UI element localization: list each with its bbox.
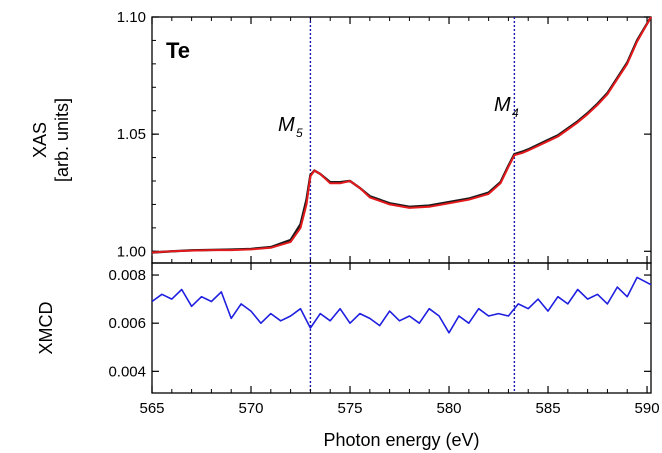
edge-label-M4: M [494, 94, 511, 116]
xtick-label: 580 [437, 400, 462, 417]
panel-label: Te [166, 38, 190, 63]
xas-ylabel: XAS [arb. units] [30, 98, 72, 182]
xtick-label: 575 [338, 400, 363, 417]
xas-ylabel-line: XAS [30, 122, 50, 158]
edge-label-M5: M [278, 114, 295, 136]
xas-ylabel-line: [arb. units] [52, 98, 72, 182]
xtick-label: 565 [139, 400, 164, 417]
xas-ytick-label: 1.05 [117, 126, 146, 143]
xmcd-ytick-label: 0.004 [108, 363, 146, 380]
xas-ytick-label: 1.10 [117, 9, 146, 26]
xmcd-ytick-label: 0.008 [108, 267, 146, 284]
xtick-label: 585 [536, 400, 561, 417]
xas-ytick-label: 1.00 [117, 243, 146, 260]
xas-frame [151, 16, 652, 264]
xtick-label: 590 [635, 400, 660, 417]
xmcd-ylabel: XMCD [36, 302, 56, 355]
xlabel: Photon energy (eV) [323, 430, 479, 450]
xmcd-series-line [151, 276, 652, 334]
edge-label-subscript: 5 [296, 126, 303, 140]
xas-series-line-0 [151, 16, 652, 254]
edge-label-subscript: 4 [512, 106, 519, 120]
xtick-label: 570 [238, 400, 263, 417]
xas-series-line-1 [151, 16, 653, 254]
xmcd-ytick-label: 0.006 [108, 315, 146, 332]
xmcd-frame [151, 262, 652, 394]
